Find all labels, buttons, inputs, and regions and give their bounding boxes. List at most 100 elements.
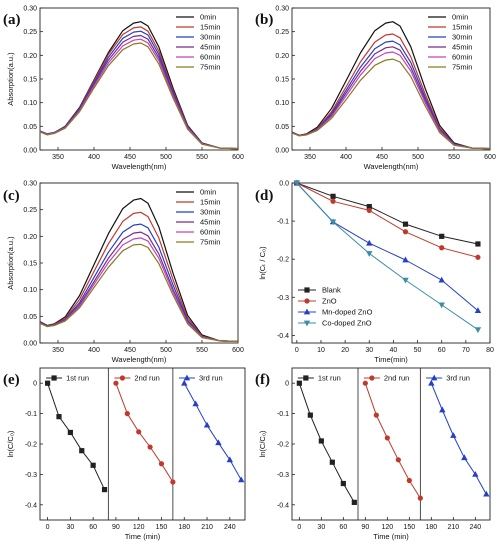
y-tick-label: 0.10 (23, 287, 37, 294)
legend-marker (119, 375, 126, 381)
data-point (450, 432, 457, 438)
x-tick-label: 450 (124, 154, 136, 161)
data-point (203, 421, 211, 428)
legend-label: 75min (200, 63, 220, 72)
x-tick-label: 70 (462, 347, 470, 354)
x-tick-label: 350 (52, 154, 64, 161)
y-tick-label: 0.30 (275, 6, 289, 13)
series-line (183, 382, 242, 481)
data-point (474, 327, 482, 334)
series-line (39, 197, 239, 342)
y-axis-label: ln(C/C₀) (6, 430, 15, 457)
data-point (330, 198, 336, 204)
series-line (364, 383, 421, 499)
data-point (226, 456, 234, 463)
y-tick-label: 0.25 (275, 29, 289, 36)
data-point (474, 307, 482, 314)
legend-label: 75min (452, 63, 472, 72)
data-point (373, 412, 379, 418)
y-tick-label: 0.20 (23, 53, 37, 60)
y-tick-label: -0.4 (25, 502, 37, 509)
x-tick-label: 50 (414, 347, 422, 354)
data-point (472, 471, 479, 477)
legend-label: 30min (200, 33, 220, 42)
x-axis-label: Time (min) (125, 532, 161, 541)
legend-label: 30min (200, 208, 220, 217)
x-tick-label: 120 (133, 524, 145, 531)
data-point (439, 406, 446, 413)
legend-label: 3rd run (199, 374, 223, 383)
x-tick-label: 150 (156, 524, 168, 531)
legend-label: 1st run (318, 374, 341, 383)
y-axis-label: ln(C/C₀) (258, 430, 267, 457)
y-tick-label: -0.3 (25, 472, 37, 479)
series-line (296, 182, 479, 245)
y-axis-label: ln(Cₜ / C₀) (258, 246, 267, 280)
x-tick-label: 400 (88, 154, 100, 161)
series-line (296, 182, 479, 258)
data-point (475, 241, 481, 247)
y-tick-label: 0.15 (23, 77, 37, 84)
data-point (340, 480, 346, 487)
y-tick-label: 0.05 (275, 124, 289, 131)
legend-label: 0min (452, 13, 468, 22)
legend-label: 0min (200, 188, 216, 197)
data-point (439, 233, 445, 239)
x-tick-label: 20 (341, 347, 349, 354)
series-line (291, 58, 491, 150)
x-tick-label: 450 (124, 347, 136, 354)
x-tick-label: 180 (425, 524, 437, 531)
panel-d: (d) 0 10 20 30 40 50 60 70 80 0.0 -0.1 -0.2 -0.3 -0.4 T… (255, 179, 494, 364)
data-point (296, 380, 302, 386)
legend-marker (303, 375, 309, 381)
data-point (461, 454, 468, 461)
legend-marker (431, 374, 438, 381)
data-point (366, 239, 373, 246)
x-tick-label: 0 (295, 347, 299, 354)
legend-marker (304, 298, 310, 304)
data-point (402, 221, 409, 227)
data-point (215, 439, 222, 446)
legend-label: 15min (452, 23, 472, 32)
x-tick-label: 550 (196, 154, 208, 161)
y-tick-label: 0 (285, 381, 289, 388)
legend-label: 15min (200, 198, 220, 207)
y-tick-label: 0.20 (275, 53, 289, 60)
panel-label: (b) (255, 12, 273, 28)
panel-f: (f) 0 30 60 90 120 150 180 210 240 0 -0.1 -0.2 -0.3 -0… (255, 367, 491, 541)
data-point (402, 229, 409, 235)
legend-label: 45min (452, 43, 472, 52)
legend-label: 45min (200, 43, 220, 52)
x-tick-label: 600 (232, 347, 244, 354)
data-point (170, 479, 176, 485)
y-tick-label: -0.2 (277, 257, 289, 264)
data-point (90, 462, 96, 468)
data-point (238, 476, 245, 483)
x-axis-label: Wavelength(nm) (112, 162, 167, 171)
y-tick-label: 0.20 (23, 234, 37, 241)
y-tick-label: 0.00 (23, 148, 37, 155)
series-line (298, 383, 355, 503)
legend-label: 75min (200, 238, 220, 247)
legend-marker (183, 374, 191, 381)
data-point (395, 457, 401, 463)
data-point (158, 461, 165, 467)
data-point (483, 490, 490, 497)
x-axis-label: Wavelength(nm) (364, 162, 419, 171)
y-tick-label: 0.05 (23, 314, 37, 321)
x-tick-label: 210 (447, 524, 459, 531)
y-tick-label: -0.1 (277, 411, 289, 418)
x-tick-label: 10 (317, 347, 325, 354)
plot-frame (39, 367, 246, 521)
data-point (438, 276, 445, 283)
x-tick-label: 210 (201, 524, 213, 531)
x-tick-label: 80 (486, 347, 494, 354)
y-tick-label: -0.1 (277, 219, 289, 226)
x-tick-label: 600 (484, 154, 496, 161)
x-axis-label: Wavelength(nm) (112, 355, 167, 364)
data-point (366, 251, 373, 257)
y-tick-label: -0.4 (277, 502, 289, 509)
y-tick-label: 0.15 (23, 261, 37, 268)
data-point (181, 379, 188, 386)
